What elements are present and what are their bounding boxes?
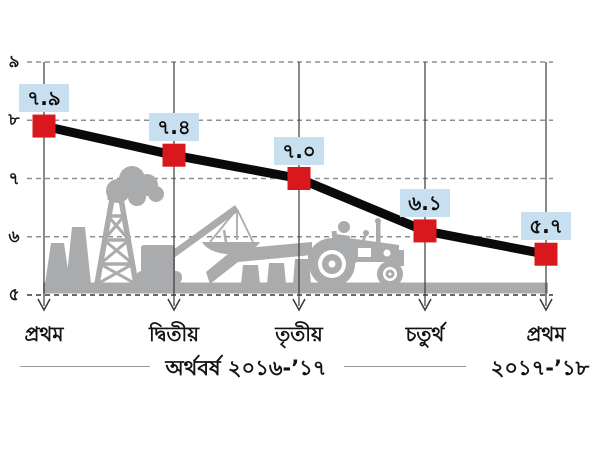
data-value-label: ৫.৭ bbox=[521, 212, 571, 241]
y-axis-tick-label: ৬ bbox=[8, 226, 20, 247]
ground-bar bbox=[43, 282, 548, 294]
x-axis-tick-label: তৃতীয় bbox=[275, 322, 323, 346]
fiscal-year-label-2017-18: ২০১৭-’১৮ bbox=[490, 356, 590, 380]
fiscal-year-rule-left bbox=[20, 366, 150, 367]
data-value-label: ৭.০ bbox=[274, 136, 324, 165]
x-axis-tick-label: প্রথম bbox=[24, 322, 64, 346]
fiscal-year-label-2016-17: অর্থবর্ষ ২০১৬-’১৭ bbox=[165, 356, 327, 380]
bridge-icon bbox=[206, 242, 312, 284]
x-axis-tick-label: দ্বিতীয় bbox=[148, 322, 200, 346]
oil-derrick-icon bbox=[94, 191, 139, 286]
x-axis-tick-label: চতুর্থ bbox=[405, 322, 445, 346]
factory-chimneys-icon bbox=[45, 227, 91, 284]
data-value-label: ৬.১ bbox=[400, 188, 450, 217]
data-point-markers bbox=[32, 114, 558, 266]
data-value-label: ৭.৯ bbox=[19, 84, 69, 113]
x-axis-tick-label: প্রথম bbox=[526, 322, 566, 346]
tractor-icon bbox=[308, 218, 404, 287]
y-axis-tick-label: ৭ bbox=[8, 168, 20, 189]
y-axis-tick-label: ৮ bbox=[8, 110, 20, 131]
y-axis-tick-label: ৯ bbox=[8, 52, 20, 72]
data-value-label: ৭.৪ bbox=[149, 113, 199, 142]
fiscal-year-rule-right bbox=[344, 366, 466, 367]
y-axis-tick-label: ৫ bbox=[8, 285, 20, 305]
